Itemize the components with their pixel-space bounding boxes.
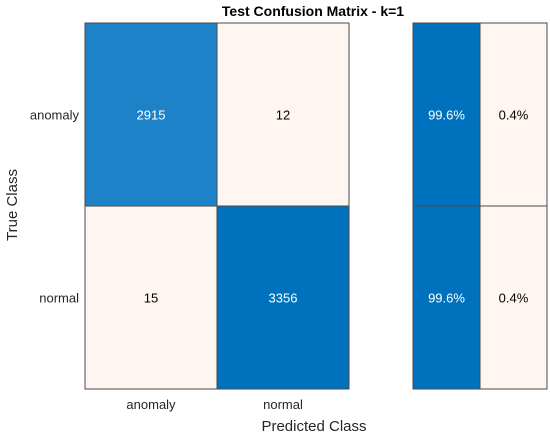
summary-cell <box>479 22 548 207</box>
summary-cell-value: 99.6% <box>428 108 465 123</box>
matrix-cell-value: 3356 <box>269 291 298 306</box>
summary-cell-value: 0.4% <box>499 291 529 306</box>
summary-cell-value: 0.4% <box>499 108 529 123</box>
summary-cell <box>412 22 481 207</box>
y-axis-label: True Class <box>4 169 21 241</box>
summary-cell <box>479 205 548 390</box>
row-tick-label: anomaly <box>30 108 80 123</box>
x-axis-label: Predicted Class <box>261 418 366 435</box>
row-tick-label: normal <box>39 291 79 306</box>
column-tick-label: normal <box>263 397 303 412</box>
matrix-cell-value: 2915 <box>137 108 166 123</box>
row-summary-matrix: 99.6% 0.4% 99.6% 0.4% <box>412 22 548 390</box>
matrix-cell-value: 15 <box>144 291 158 306</box>
matrix-cell <box>84 22 218 207</box>
matrix-cell <box>216 205 350 390</box>
column-tick-label: anomaly <box>126 397 176 412</box>
confusion-matrix: 2915 12 15 3356 <box>84 22 350 390</box>
chart-title: Test Confusion Matrix - k=1 <box>222 3 404 19</box>
summary-cell-value: 99.6% <box>428 291 465 306</box>
matrix-cell <box>216 22 350 207</box>
row-tick-labels: anomaly normal <box>30 108 80 306</box>
matrix-cell <box>84 205 218 390</box>
column-tick-labels: anomaly normal <box>126 397 303 412</box>
summary-cell <box>412 205 481 390</box>
matrix-cell-value: 12 <box>276 108 290 123</box>
